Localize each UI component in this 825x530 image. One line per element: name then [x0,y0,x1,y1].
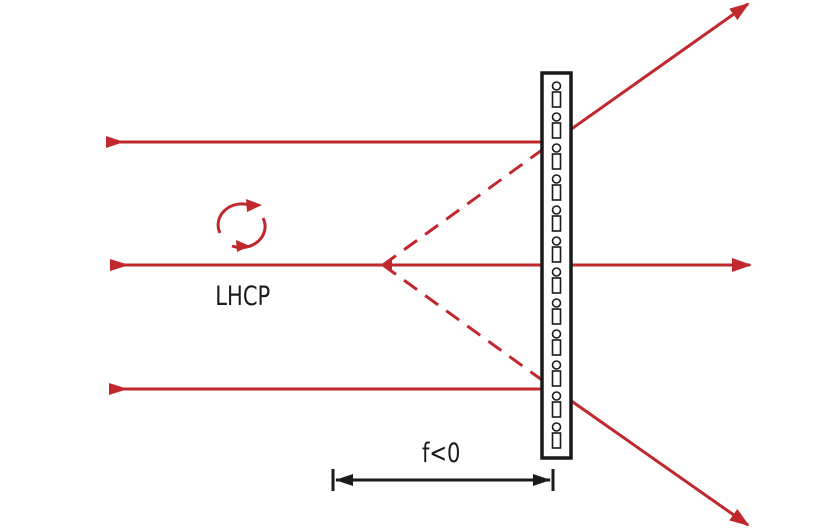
focal-length-label: f<0 [422,437,460,468]
plate-rect-element [551,122,562,139]
circular-arrow-head-top [246,199,262,212]
plate-circle-element [551,422,562,432]
plate-circle-element [551,143,562,153]
plate-rect-element [551,215,562,232]
plate-circle-element [551,360,562,370]
focal-length-dimension [331,469,555,491]
circular-arrow-icon [216,199,267,252]
plate-circle-element [551,236,562,246]
arrowhead-bottom [109,383,128,395]
plate-circle-element [551,267,562,277]
plate-rect-element [551,153,562,170]
virtual-ray-lower [382,263,543,382]
metasurface-plate-icon [540,71,573,460]
incoming-rays [110,140,542,391]
virtual-focus-marker [380,260,392,270]
plate-rect-element [551,91,562,108]
plate-circle-element [551,329,562,339]
plate-frame [540,71,573,460]
arrowhead-top [106,136,124,148]
plate-circle-element [551,205,562,215]
plate-rect-element [551,432,562,449]
outgoing-ray-top [569,2,750,132]
plate-rect-element [551,339,562,356]
plate-circle-element [551,81,562,91]
virtual-rays [382,148,543,382]
plate-rect-element [551,308,562,325]
plate-rect-element [551,370,562,387]
circular-arrow-upper [216,202,251,234]
plate-circle-element [551,298,562,308]
outgoing-rays [569,2,752,527]
plate-rect-element [551,277,562,294]
circular-arrow-head-bottom [236,240,250,252]
arrowhead-middle [110,259,129,271]
incoming-ray-arrowheads [106,136,129,395]
outgoing-ray-bottom [569,398,750,527]
virtual-ray-upper [382,148,543,267]
polarization-label: LHCP [215,280,270,311]
plate-circle-element [551,174,562,184]
plate-rect-element [551,401,562,418]
plate-circle-element [551,391,562,401]
plate-rect-element [551,246,562,263]
plate-elements [551,81,562,449]
plate-rect-element [551,184,562,201]
plate-circle-element [551,112,562,122]
